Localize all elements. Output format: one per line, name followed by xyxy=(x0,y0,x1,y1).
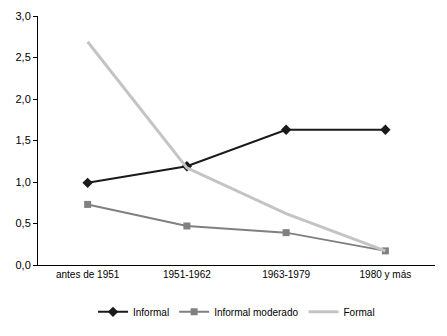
svg-text:3,0: 3,0 xyxy=(16,10,31,22)
svg-text:antes de 1951: antes de 1951 xyxy=(56,269,120,280)
svg-text:1980 y más: 1980 y más xyxy=(360,269,412,280)
svg-text:2,5: 2,5 xyxy=(16,51,31,63)
svg-text:1,5: 1,5 xyxy=(16,134,31,146)
svg-text:1951-1962: 1951-1962 xyxy=(163,269,211,280)
svg-text:Informal: Informal xyxy=(133,307,169,318)
svg-text:Informal moderado: Informal moderado xyxy=(214,307,298,318)
svg-text:Formal: Formal xyxy=(343,307,374,318)
svg-text:2,0: 2,0 xyxy=(16,93,31,105)
svg-text:1963-1979: 1963-1979 xyxy=(262,269,310,280)
svg-text:0,5: 0,5 xyxy=(16,217,31,229)
svg-text:1,0: 1,0 xyxy=(16,176,31,188)
svg-text:0,0: 0,0 xyxy=(16,259,31,271)
